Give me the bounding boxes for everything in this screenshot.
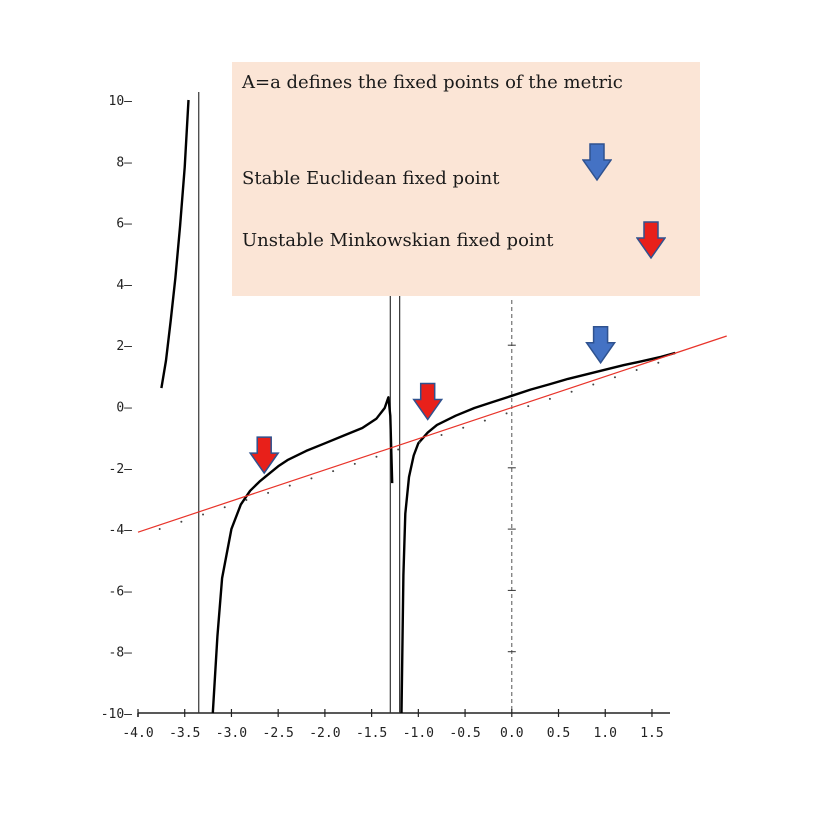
stable-fixed-point-arrow <box>585 326 617 365</box>
fit-line-dot <box>613 376 616 379</box>
y-tick-label: 10– <box>109 94 133 109</box>
fit-line-dot <box>180 520 183 523</box>
legend-box: A=a defines the fixed points of the metr… <box>232 62 700 296</box>
fit-line-dot <box>527 405 530 408</box>
unstable-fixed-point-arrow <box>248 436 280 475</box>
x-tick-label: -4.0 <box>122 726 153 741</box>
curve-branch-2 <box>400 351 676 714</box>
legend-title: A=a defines the fixed points of the metr… <box>242 72 623 93</box>
legend-stable-label: Stable Euclidean fixed point <box>242 168 500 189</box>
fit-line-dot <box>570 390 573 393</box>
stable-arrow-icon <box>582 143 612 182</box>
x-tick-label: -3.5 <box>169 726 200 741</box>
y-tick-label: 0– <box>116 401 132 416</box>
x-tick-label: 0.5 <box>547 726 570 741</box>
x-tick-label: 1.0 <box>593 726 616 741</box>
y-tick-label: 4– <box>116 278 132 293</box>
fit-line-dot <box>353 462 356 465</box>
fit-line-dot <box>288 484 291 487</box>
ticks-layer: -4.0 -3.5 -3.0 -2.5 -2.0 -1.5 -1.0 -0.5 0.0 0.5 1.… <box>101 94 664 741</box>
marker-layer <box>248 326 617 475</box>
fit-line-dot <box>592 383 595 386</box>
x-tick-label: 0.0 <box>500 726 523 741</box>
y-tick-label: -6– <box>109 584 133 599</box>
x-tick-label: 1.5 <box>640 726 663 741</box>
curve-branch-0 <box>160 99 190 389</box>
fit-line-dot <box>462 426 465 429</box>
fit-line-layer <box>137 335 727 533</box>
fit-line-dot <box>397 448 400 451</box>
x-tick-label: -1.5 <box>356 726 387 741</box>
fit-line-dot <box>505 412 508 415</box>
y-tick-label: -4– <box>109 523 133 538</box>
unstable-fixed-point-arrow <box>412 382 444 421</box>
fit-line-dot <box>158 527 161 530</box>
fit-line-dot <box>548 397 551 400</box>
unstable-arrow-icon <box>636 221 666 260</box>
fit-line-dot <box>310 477 313 480</box>
fit-line-dot <box>483 419 486 422</box>
fit-line-dot <box>418 441 421 444</box>
fit-line-dot <box>635 369 638 372</box>
fit-line-dot <box>440 434 443 437</box>
y-tick-label: -8– <box>109 646 133 661</box>
y-tick-label: -10– <box>101 707 132 722</box>
x-tick-label: -3.0 <box>216 726 247 741</box>
fit-line-dot <box>202 513 205 516</box>
y-tick-label: -2– <box>109 462 133 477</box>
x-tick-label: -2.5 <box>263 726 294 741</box>
y-tick-label: 6– <box>116 217 132 232</box>
fit-line-dot <box>223 506 226 509</box>
curve-layer <box>160 99 676 714</box>
fit-line-dot <box>657 361 660 364</box>
x-tick-label: -0.5 <box>449 726 480 741</box>
fit-line-dot <box>332 470 335 473</box>
x-tick-label: -1.0 <box>403 726 434 741</box>
fit-line-dot <box>375 455 378 458</box>
x-tick-label: -2.0 <box>309 726 340 741</box>
fit-line <box>137 335 727 533</box>
curve-branch-1 <box>211 396 394 714</box>
y-tick-label: 8– <box>116 155 132 170</box>
fit-line-dot <box>267 491 270 494</box>
legend-unstable-label: Unstable Minkowskian fixed point <box>242 230 554 251</box>
fit-line-dot <box>245 499 248 502</box>
y-tick-label: 2– <box>116 339 132 354</box>
